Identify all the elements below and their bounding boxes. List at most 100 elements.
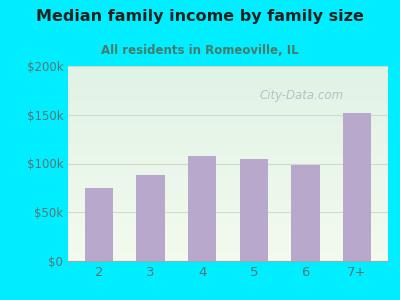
Bar [68,148,388,150]
Bar [68,216,388,218]
Bar [68,173,388,175]
Text: City-Data.com: City-Data.com [260,89,344,102]
Bar [68,206,388,208]
Bar [68,197,388,199]
Bar [85,188,113,261]
Bar [68,152,388,154]
Bar [68,122,388,124]
Bar [68,146,388,148]
Bar [68,142,388,144]
Bar [68,234,388,236]
Bar [68,82,388,83]
Bar [68,150,388,152]
Bar [240,159,268,261]
Bar [68,87,388,89]
Bar [68,70,388,72]
Bar [68,138,388,140]
Text: Median family income by family size: Median family income by family size [36,9,364,24]
Bar [68,220,388,222]
Bar [68,144,388,146]
Bar [68,249,388,251]
Bar [68,78,388,80]
Bar [68,132,388,134]
Bar [68,126,388,128]
Bar [68,85,388,87]
Bar [68,134,388,136]
Bar [68,185,388,187]
Bar [68,158,388,160]
Bar [68,109,388,111]
Bar [68,124,388,126]
Bar [68,171,388,173]
Bar [68,68,388,70]
Bar [68,83,388,85]
Bar [68,195,388,197]
Bar [68,121,388,122]
Bar [68,224,388,226]
Bar [68,222,388,224]
Bar [68,97,388,99]
Bar [68,200,388,202]
Bar [68,169,388,171]
Text: All residents in Romeoville, IL: All residents in Romeoville, IL [101,44,299,56]
Bar [68,257,388,259]
Bar [68,242,388,244]
Bar [68,247,388,249]
Bar [68,187,388,189]
Bar [68,175,388,177]
Bar [68,66,388,68]
Bar [68,212,388,214]
Bar [68,130,388,132]
Bar [68,226,388,228]
Bar [68,93,388,95]
Bar [68,230,388,232]
Bar [68,164,388,165]
Bar [68,232,388,234]
Bar [188,156,216,261]
Bar [68,140,388,142]
Bar [68,165,388,167]
Bar [68,105,388,107]
Bar [68,74,388,76]
Bar [68,251,388,253]
Bar [68,202,388,205]
Bar [68,99,388,101]
Bar [68,205,388,206]
Bar [68,189,388,191]
Bar [68,161,388,164]
Bar [68,111,388,113]
Bar [68,95,388,97]
Bar [68,136,388,138]
Bar [291,165,320,261]
Bar [68,193,388,195]
Bar [68,91,388,93]
Bar [68,128,388,130]
Bar [68,118,388,121]
Bar [68,181,388,183]
Bar [68,89,388,91]
Bar [68,107,388,109]
Bar [343,113,371,261]
Bar [136,175,165,261]
Bar [68,103,388,105]
Bar [68,253,388,255]
Bar [68,117,388,118]
Bar [68,218,388,220]
Bar [68,228,388,230]
Bar [68,76,388,78]
Bar [68,156,388,158]
Bar [68,239,388,242]
Bar [68,214,388,216]
Bar [68,210,388,212]
Bar [68,167,388,169]
Bar [68,101,388,103]
Bar [68,177,388,179]
Bar [68,255,388,257]
Bar [68,191,388,193]
Bar [68,244,388,245]
Bar [68,236,388,238]
Bar [68,238,388,239]
Bar [68,160,388,161]
Bar [68,113,388,115]
Bar [68,80,388,82]
